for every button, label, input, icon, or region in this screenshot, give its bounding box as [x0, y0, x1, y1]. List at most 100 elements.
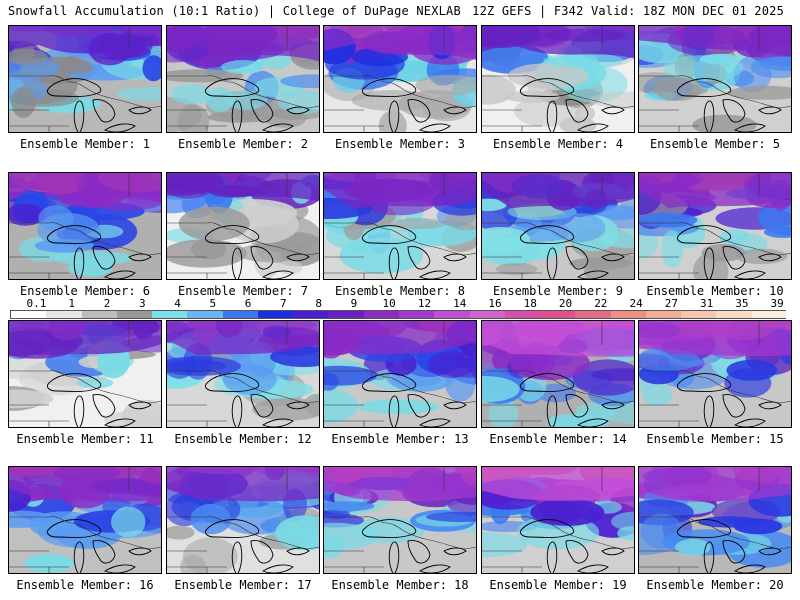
snowfall-contour-blob [276, 260, 303, 275]
state-border-line [167, 370, 319, 404]
lake-outline [565, 246, 589, 270]
ensemble-member-label: Ensemble Member: 20 [646, 578, 784, 592]
legend-tick-label: 4 [174, 297, 181, 310]
lake-outline [722, 99, 746, 123]
lake-outline [92, 394, 116, 418]
lake-outline [519, 78, 575, 97]
legend-color-swatch [399, 311, 435, 318]
snowfall-map [167, 173, 319, 279]
snowfall-contour-blob [178, 206, 250, 241]
state-border-line [639, 370, 791, 404]
lake-outline [204, 519, 260, 538]
legend-color-swatch [11, 311, 47, 318]
legend-color-swatch [328, 311, 365, 318]
snowfall-contour-blob [324, 501, 375, 512]
heavy-snow-band [167, 321, 319, 356]
snowfall-contour-blob [324, 509, 350, 520]
ensemble-member-label: Ensemble Member: 3 [334, 137, 466, 151]
ensemble-member-label: Ensemble Member: 12 [174, 432, 312, 446]
snowfall-map [9, 467, 161, 573]
snowfall-map [9, 173, 161, 279]
lake-outline [676, 78, 732, 97]
ensemble-map-panel [638, 25, 792, 133]
heavy-snow-band [482, 467, 634, 501]
legend-color-swatch [257, 311, 294, 318]
lake-outline [722, 540, 746, 564]
snowfall-map [482, 321, 634, 427]
legend-tick-label: 7 [280, 297, 287, 310]
legend-tick-label: 9 [350, 297, 358, 310]
ensemble-map-panel [166, 466, 320, 574]
legend-tick-label: 2 [103, 297, 111, 310]
snowfall-map [167, 467, 319, 573]
lake-outline [601, 547, 625, 556]
snowfall-contour-blob [324, 372, 339, 391]
legend-tick-label: 14 [453, 297, 467, 310]
lake-outline [128, 106, 152, 115]
lake-outline [286, 106, 310, 115]
snowfall-contour-blob [639, 212, 698, 228]
legend-tick-label: 6 [244, 297, 252, 310]
ensemble-map-panel [8, 172, 162, 280]
lake-outline [388, 541, 400, 573]
snowfall-map [324, 467, 476, 573]
lake-outline [128, 253, 152, 262]
lake-outline [601, 401, 625, 410]
lake-outline [261, 418, 294, 427]
lake-outline [519, 373, 575, 392]
ensemble-map-panel [638, 466, 792, 574]
legend-tick-label: 39 [770, 297, 784, 310]
lake-outline [758, 401, 782, 410]
lake-outline [407, 99, 431, 123]
snowfall-contour-blob [660, 230, 684, 268]
lake-outline [73, 541, 85, 573]
legend-color-swatch [116, 311, 153, 318]
snowfall-contour-blob [642, 382, 673, 407]
lake-outline [443, 253, 467, 262]
lake-outline [261, 123, 294, 132]
header-right-title: 12Z GEFS | F342 Valid: 18Z MON DEC 01 20… [472, 4, 784, 18]
snowfall-map [167, 26, 319, 132]
legend-tick-label: 27 [664, 297, 678, 310]
heavy-snow-band [639, 173, 791, 208]
snowfall-map [639, 321, 791, 427]
ensemble-member-label: Ensemble Member: 8 [334, 284, 466, 298]
lake-outline [388, 100, 400, 132]
ensemble-member-label: Ensemble Member: 6 [19, 284, 151, 298]
heavy-snow-band [324, 26, 476, 60]
ensemble-member-label: Ensemble Member: 17 [174, 578, 312, 592]
ensemble-member-label: Ensemble Member: 4 [492, 137, 624, 151]
lake-outline [250, 394, 274, 418]
state-border-line [9, 516, 161, 550]
lake-outline [546, 541, 558, 573]
lake-outline [361, 225, 417, 244]
lake-outline [92, 540, 116, 564]
lake-outline [733, 270, 766, 279]
lake-outline [576, 564, 609, 573]
snowfall-contour-blob [167, 525, 195, 540]
lake-outline [703, 100, 715, 132]
ensemble-member-label: Ensemble Member: 7 [177, 284, 309, 298]
lake-outline [204, 225, 260, 244]
lake-outline [361, 373, 417, 392]
heavy-snow-band [639, 26, 791, 57]
legend-color-swatch [610, 311, 647, 318]
lake-outline [676, 373, 732, 392]
ensemble-member-label: Ensemble Member: 11 [16, 432, 154, 446]
ensemble-map-panel [8, 466, 162, 574]
snowfall-contour-blob [543, 52, 623, 69]
snowfall-contour-blob [482, 376, 520, 403]
ensemble-map-panel [481, 172, 635, 280]
lake-outline [407, 540, 431, 564]
snowfall-contour-blob [584, 254, 634, 279]
heavy-snow-band [167, 173, 319, 201]
state-border-line [9, 370, 161, 404]
legend-color-swatch [681, 311, 717, 318]
lake-outline [407, 246, 431, 270]
state-border-line [324, 75, 476, 109]
lake-outline [565, 540, 589, 564]
snowfall-contour-blob [54, 63, 94, 74]
snowfall-contour-blob [495, 263, 538, 276]
lake-outline [73, 247, 85, 279]
ensemble-map-panel [481, 320, 635, 428]
